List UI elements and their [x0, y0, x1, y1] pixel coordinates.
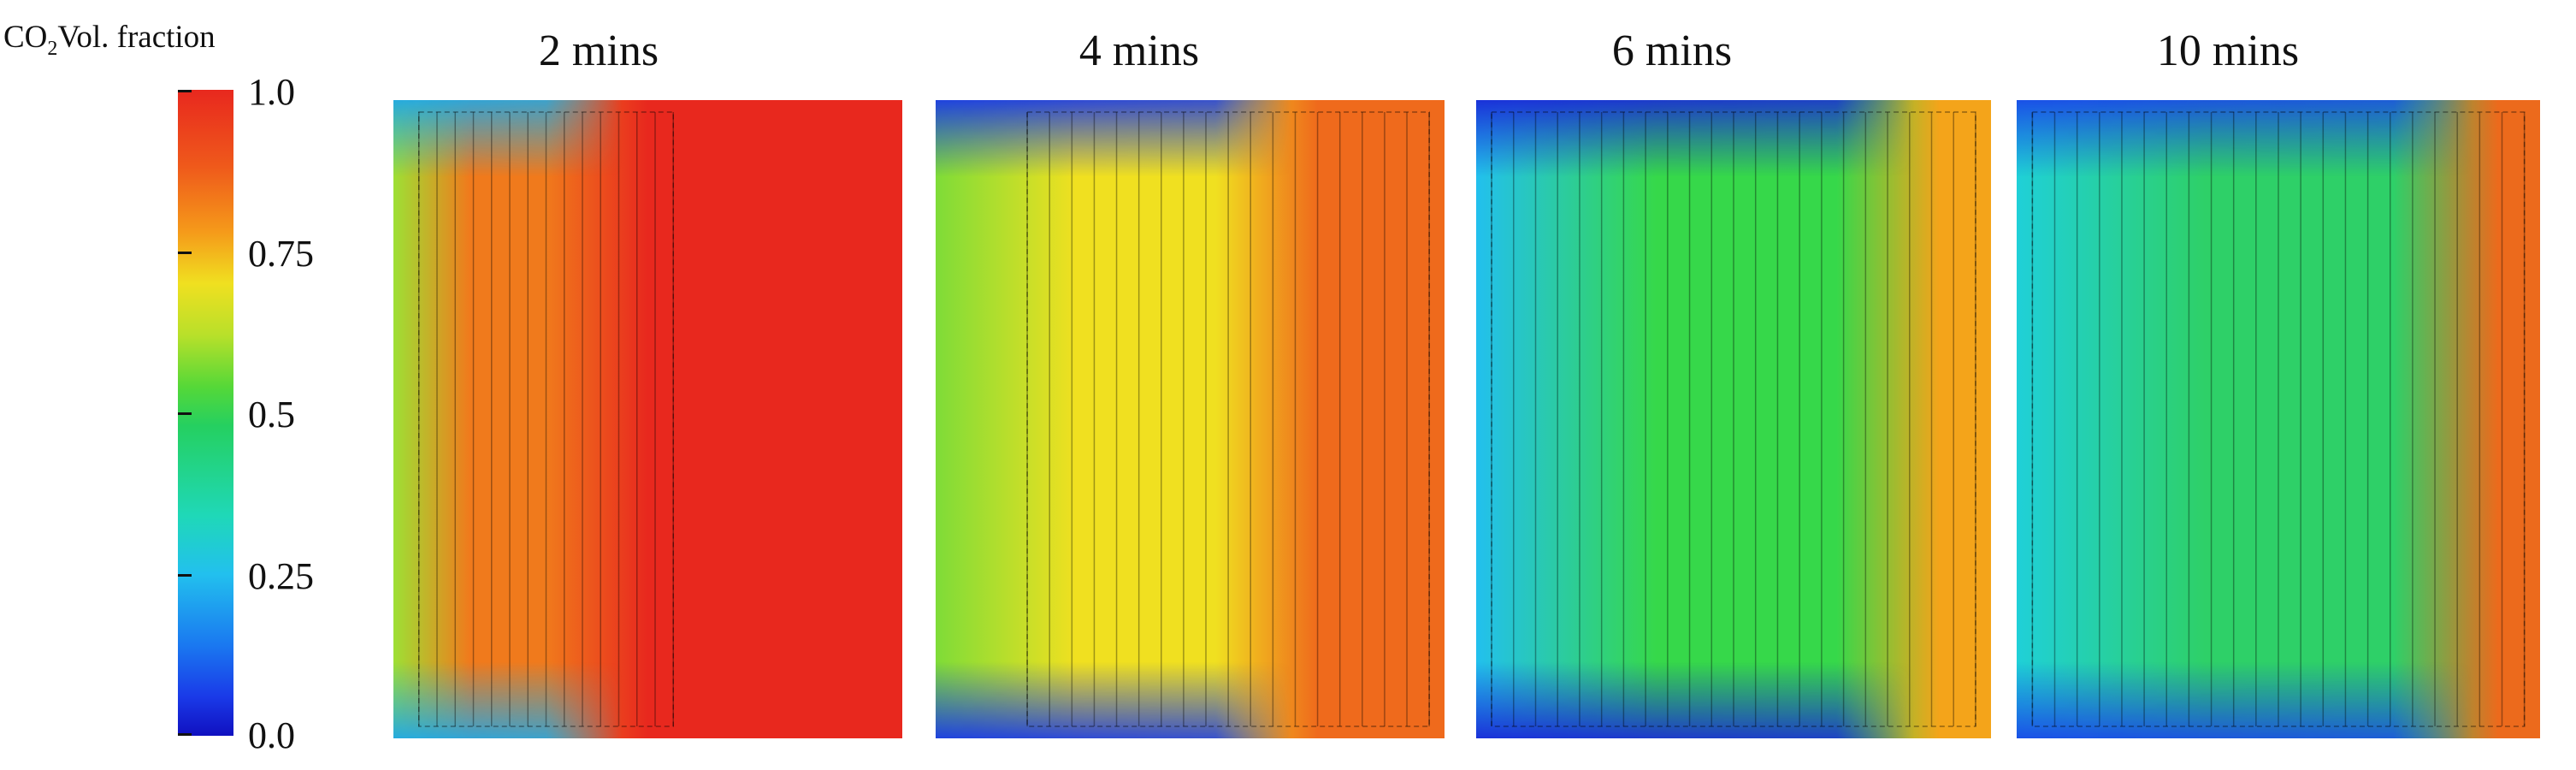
colorbar-title-suffix: Vol. fraction [57, 20, 216, 55]
contour-map-4-mins [936, 100, 1445, 738]
contour-map-10-mins [2017, 100, 2540, 738]
colorbar-tick [178, 90, 192, 92]
panel-title-4-mins: 4 mins [1078, 27, 1200, 75]
contour-depletion [1476, 100, 1991, 738]
flow-field-outline [1491, 111, 1976, 727]
flow-field-outline [2031, 111, 2526, 727]
panel-title-6-mins: 6 mins [1611, 27, 1733, 75]
colorbar-tick [178, 412, 192, 415]
flow-field-outline [418, 111, 674, 727]
colorbar-title-prefix: CO [3, 20, 48, 55]
flow-field-outline [1026, 111, 1430, 727]
colorbar-tick-label: 1.0 [248, 71, 295, 113]
colorbar-tick-label: 0.75 [248, 233, 314, 275]
colorbar-tick [178, 252, 192, 254]
colorbar-tick-label: 0.0 [248, 714, 295, 756]
contour-depletion [393, 100, 902, 738]
colorbar-tick [178, 574, 192, 577]
contour-depletion [936, 100, 1445, 738]
contour-map-6-mins [1476, 100, 1991, 738]
panel-title-10-mins: 10 mins [2156, 27, 2300, 75]
contour-map-2-mins [393, 100, 902, 738]
contour-panel-6-mins [1476, 100, 1991, 738]
colorbar-title: CO2Vol. fraction [3, 19, 216, 60]
panel-title-2-mins: 2 mins [538, 27, 659, 75]
colorbar-title-subscript: 2 [47, 38, 58, 60]
colorbar-tick [178, 733, 192, 736]
contour-panel-4-mins [936, 100, 1445, 738]
colorbar-tick-label: 0.5 [248, 394, 295, 435]
contour-depletion [2017, 100, 2540, 738]
contour-panel-2-mins [393, 100, 902, 738]
colorbar-tick-label: 0.25 [248, 555, 314, 597]
contour-panel-10-mins [2017, 100, 2540, 738]
